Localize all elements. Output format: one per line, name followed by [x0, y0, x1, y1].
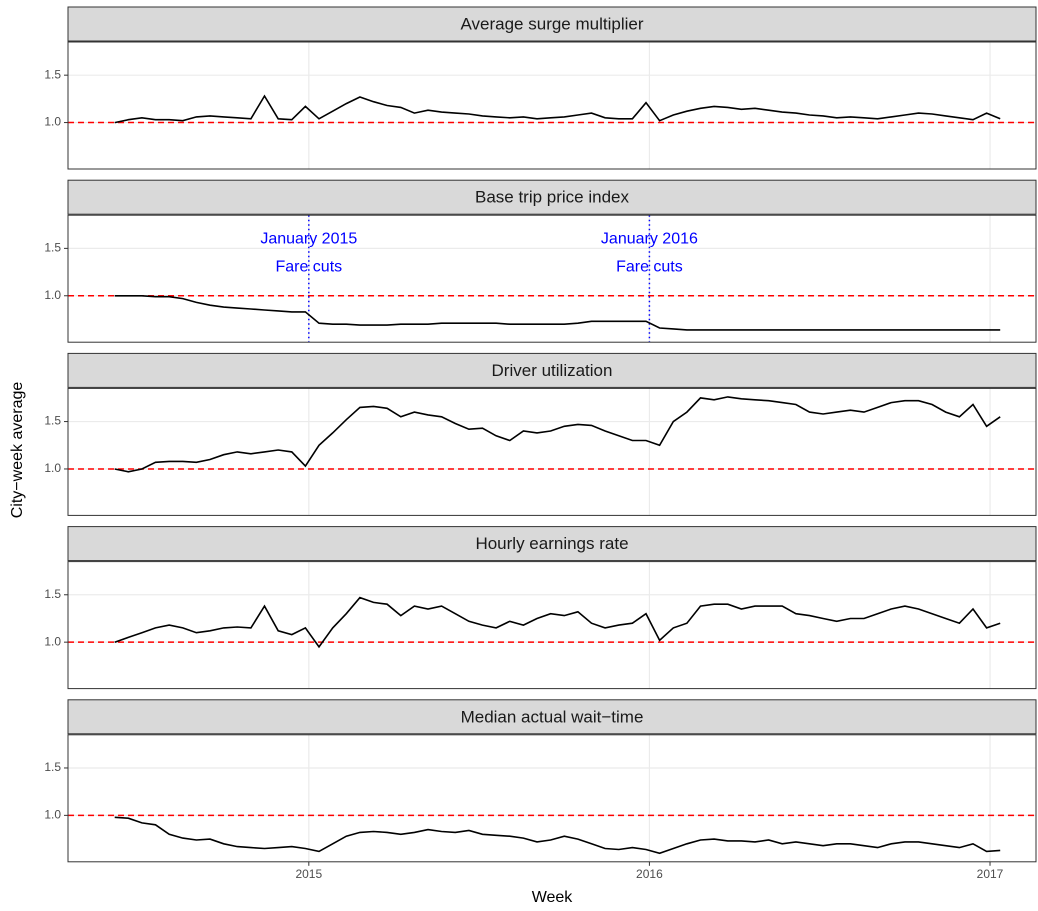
y-tick-label: 1.0	[44, 288, 61, 302]
y-axis-title: City−week average	[9, 382, 26, 519]
x-tick-label: 2017	[977, 867, 1004, 881]
strip	[67, 352, 1037, 388]
annotation-text: Fare cuts	[616, 258, 683, 275]
y-tick-label: 1.5	[44, 241, 61, 255]
data-line	[114, 396, 1001, 473]
strip-title: Average surge multiplier	[461, 14, 644, 33]
panel-bg	[68, 42, 1036, 169]
x-tick-label: 2016	[636, 867, 663, 881]
annotation-text: January 2015	[260, 230, 357, 247]
y-tick-label: 1.5	[44, 587, 61, 601]
panel-border	[67, 561, 1037, 690]
strip	[67, 179, 1037, 215]
y-tick-label: 1.5	[44, 414, 61, 428]
data-line	[114, 295, 1001, 331]
strip-title: Base trip price index	[475, 188, 630, 207]
panel-bg	[68, 734, 1036, 862]
panel-border	[67, 387, 1037, 516]
strip	[67, 699, 1037, 735]
data-line	[114, 596, 1001, 649]
strip-title: Median actual wait−time	[461, 707, 644, 726]
y-tick-label: 1.0	[44, 634, 61, 648]
y-tick-label: 1.0	[44, 808, 61, 822]
y-tick-label: 1.0	[44, 461, 61, 475]
strip	[67, 526, 1037, 562]
strip-title: Hourly earnings rate	[475, 534, 628, 553]
panel-border	[67, 214, 1037, 343]
panel-border	[67, 734, 1037, 863]
data-line	[114, 816, 1001, 855]
x-tick-label: 2015	[295, 867, 322, 881]
panel-bg	[68, 388, 1036, 516]
panel-bg	[68, 561, 1036, 689]
panel-bg	[68, 215, 1036, 343]
annotation-text: January 2016	[601, 230, 698, 247]
y-tick-label: 1.5	[44, 760, 61, 774]
y-tick-label: 1.5	[44, 67, 61, 81]
strip-title: Driver utilization	[492, 361, 613, 380]
x-axis-title: Week	[532, 889, 574, 906]
data-line	[114, 94, 1001, 124]
strip	[67, 6, 1037, 42]
annotation-text: Fare cuts	[275, 258, 342, 275]
y-tick-label: 1.0	[44, 115, 61, 129]
panel-border	[67, 41, 1037, 170]
